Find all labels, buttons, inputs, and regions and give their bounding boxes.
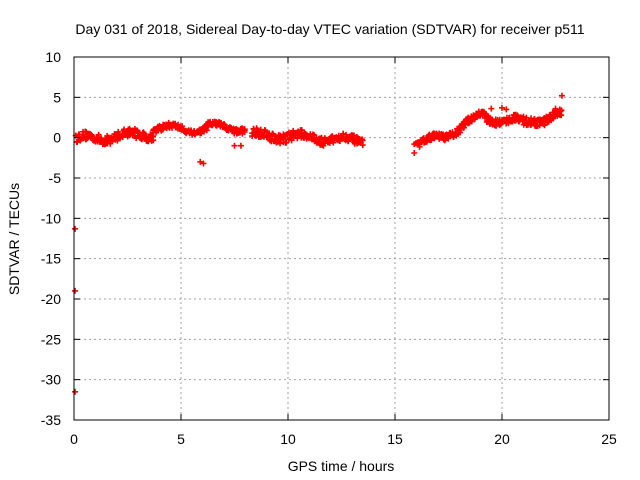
data-point: [558, 92, 565, 99]
y-tick-label: -30: [41, 372, 61, 388]
axis-ticks: [73, 56, 610, 421]
x-tick-label: 10: [280, 431, 296, 447]
plot-frame: [73, 56, 610, 421]
y-axis-label: SDTVAR / TECUs: [6, 183, 22, 295]
data-point: [411, 149, 418, 156]
data-point: [200, 160, 207, 167]
data-point: [461, 124, 468, 131]
data-point: [541, 122, 548, 129]
data-point: [411, 141, 418, 148]
x-tick-label: 15: [387, 431, 403, 447]
data-point: [552, 105, 559, 112]
data-point: [115, 128, 122, 135]
data-point: [221, 121, 228, 128]
x-tick-label: 0: [70, 431, 78, 447]
data-point: [72, 287, 79, 294]
y-tick-label: -25: [41, 331, 61, 347]
data-point: [203, 127, 210, 134]
chart-title: Day 031 of 2018, Sidereal Day-to-day VTE…: [75, 21, 584, 37]
y-tick-label: -35: [41, 412, 61, 428]
x-axis-label: GPS time / hours: [288, 458, 395, 474]
data-point: [241, 127, 248, 134]
data-point: [441, 137, 448, 144]
y-tick-label: -20: [41, 291, 61, 307]
x-tick-label: 25: [601, 431, 617, 447]
y-tick-label: 5: [53, 89, 61, 105]
data-point: [457, 129, 464, 136]
data-point: [503, 106, 510, 113]
data-point: [488, 105, 495, 112]
y-tick-labels: 10 5 0 -5 -10 -15 -20 -25 -30 -35: [41, 49, 61, 428]
data-point: [558, 112, 565, 119]
grid: [74, 57, 609, 420]
data-point: [359, 137, 366, 144]
y-tick-label: -10: [41, 210, 61, 226]
y-tick-label: -5: [49, 170, 62, 186]
y-tick-label: 10: [45, 49, 61, 65]
data-point: [558, 107, 565, 114]
y-tick-label: 0: [53, 130, 61, 146]
x-tick-label: 20: [494, 431, 510, 447]
x-tick-label: 5: [177, 431, 185, 447]
data-point: [150, 137, 157, 144]
data-point: [499, 104, 505, 111]
data-point: [237, 142, 244, 149]
x-tick-labels: 0 5 10 15 20 25: [70, 431, 617, 447]
data-point: [72, 388, 79, 395]
y-tick-label: -15: [41, 251, 61, 267]
data-point: [72, 225, 79, 232]
data-points: [72, 92, 565, 395]
data-point: [231, 142, 238, 149]
data-point: [197, 158, 204, 165]
